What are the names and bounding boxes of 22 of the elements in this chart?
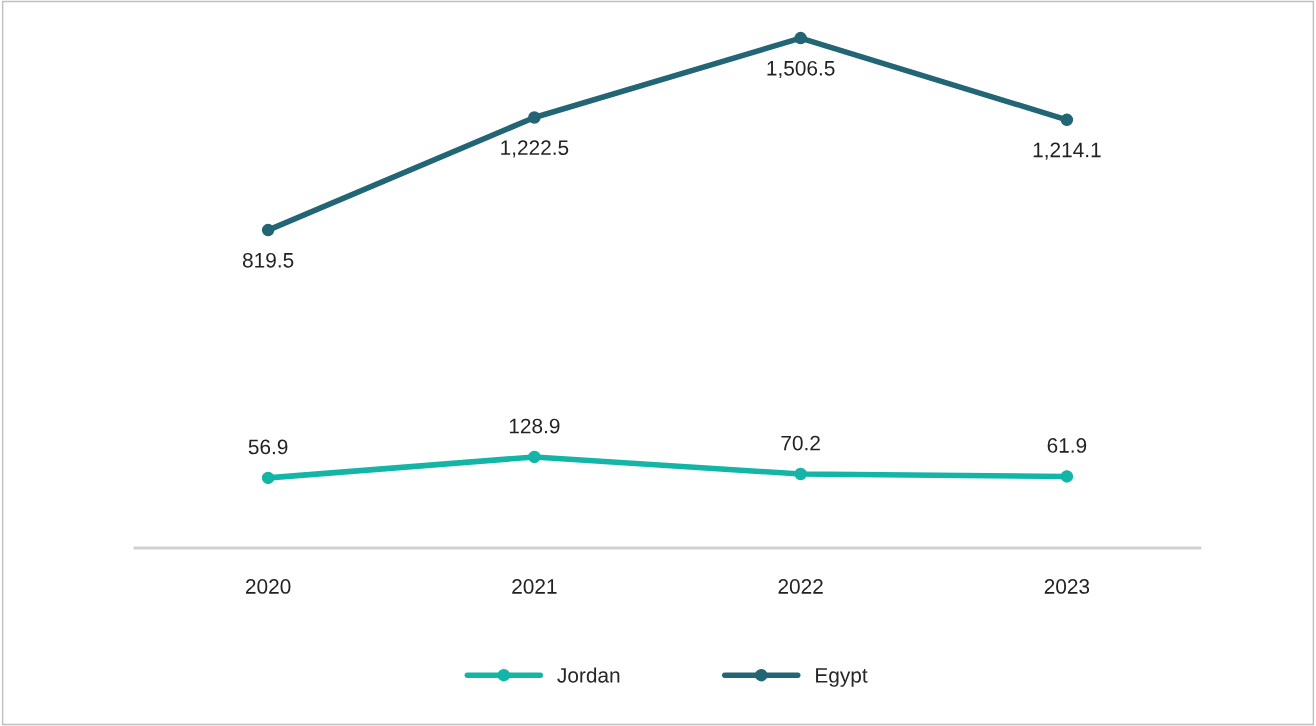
point bbox=[794, 467, 807, 481]
x-tick-label: 2022 bbox=[778, 579, 823, 594]
data-label: 1,506.5 bbox=[767, 60, 835, 79]
data-label: 1,222.5 bbox=[501, 140, 569, 158]
data-label: 819.5 bbox=[242, 252, 294, 268]
x-tick-label: 2021 bbox=[512, 579, 557, 594]
point bbox=[1060, 113, 1074, 127]
data-label: 70.2 bbox=[781, 435, 820, 451]
point bbox=[261, 471, 275, 485]
legend-label: Jordan bbox=[557, 667, 620, 683]
data-label: 56.9 bbox=[248, 439, 288, 455]
point bbox=[794, 31, 807, 45]
point bbox=[528, 111, 541, 124]
point bbox=[261, 223, 275, 237]
x-tick-label: 2020 bbox=[246, 579, 291, 594]
x-tick-label: 2023 bbox=[1044, 579, 1090, 594]
point bbox=[528, 450, 541, 464]
point bbox=[1060, 470, 1074, 483]
legend-label: Egypt bbox=[816, 668, 868, 687]
data-label: 128.9 bbox=[509, 418, 560, 434]
data-label: 1,214.1 bbox=[1033, 142, 1101, 160]
data-label: 61.9 bbox=[1047, 438, 1087, 453]
